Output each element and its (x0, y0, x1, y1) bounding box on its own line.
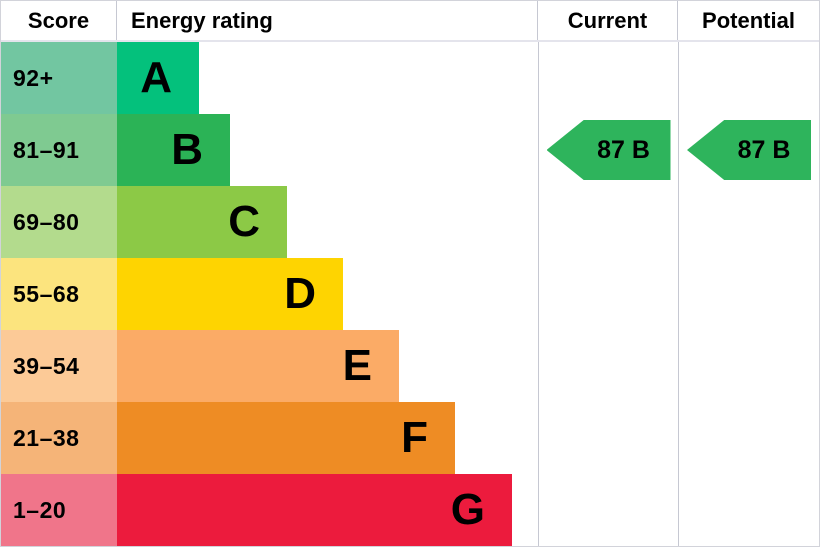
current-column-header: Current (538, 1, 678, 40)
score-range-d: 55–68 (1, 258, 117, 330)
table-header: Score Energy rating Current Potential (1, 1, 819, 42)
band-letter-f: F (401, 413, 428, 462)
score-column-header: Score (1, 1, 117, 40)
chart-body: 92+ A 81–91 B 69–80 C 55–68 D 39–54 E 21… (1, 42, 819, 546)
score-range-e: 39–54 (1, 330, 117, 402)
band-bar-d: D (117, 258, 343, 330)
band-bar-b: B (117, 114, 230, 186)
potential-rating-label: 87 B (737, 135, 791, 164)
band-letter-e: E (342, 341, 372, 390)
band-row-g: 1–20 G (1, 474, 538, 546)
bands-column: 92+ A 81–91 B 69–80 C 55–68 D 39–54 E 21… (1, 42, 538, 546)
current-rating-label: 87 B (597, 135, 650, 164)
potential-rating-arrow: 87 B (687, 120, 811, 180)
band-bar-c: C (117, 186, 287, 258)
band-row-f: 21–38 F (1, 402, 538, 474)
band-row-b: 81–91 B (1, 114, 538, 186)
band-letter-g: G (450, 485, 485, 534)
band-row-c: 69–80 C (1, 186, 538, 258)
energy-rating-column-header: Energy rating (117, 1, 538, 40)
score-range-b: 81–91 (1, 114, 117, 186)
band-bar-a: A (117, 42, 199, 114)
band-row-e: 39–54 E (1, 330, 538, 402)
band-row-d: 55–68 D (1, 258, 538, 330)
score-range-g: 1–20 (1, 474, 117, 546)
band-letter-b: B (171, 125, 203, 174)
band-bar-f: F (117, 402, 455, 474)
band-letter-d: D (284, 269, 316, 318)
current-rating-arrow: 87 B (546, 120, 671, 180)
band-row-a: 92+ A (1, 42, 538, 114)
current-column: 87 B (538, 42, 678, 546)
band-letter-a: A (140, 53, 172, 102)
potential-column: 87 B (678, 42, 819, 546)
score-range-f: 21–38 (1, 402, 117, 474)
potential-column-header: Potential (702, 7, 795, 33)
band-bar-g: G (117, 474, 512, 546)
band-bar-e: E (117, 330, 399, 402)
score-range-a: 92+ (1, 42, 117, 114)
band-letter-c: C (228, 197, 260, 246)
score-range-c: 69–80 (1, 186, 117, 258)
